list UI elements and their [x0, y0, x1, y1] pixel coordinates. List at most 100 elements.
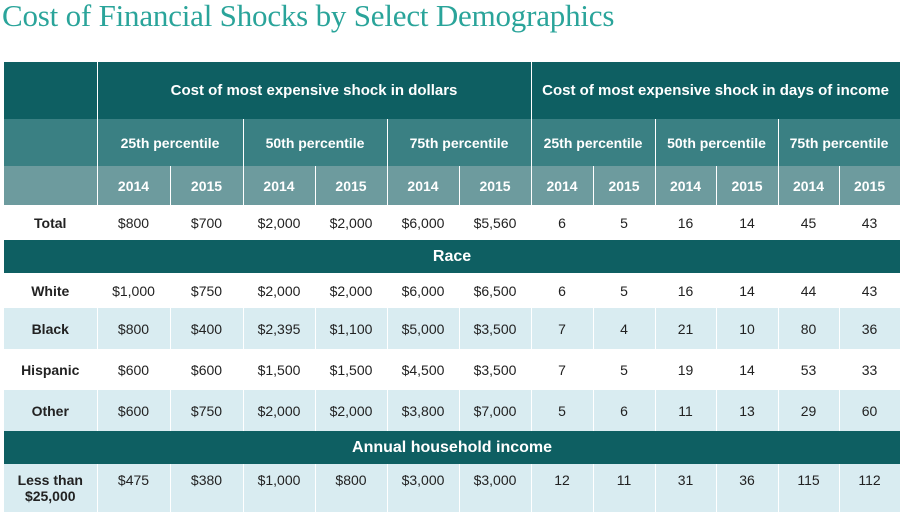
year-header: 2014 — [655, 166, 717, 205]
corner-cell — [4, 166, 98, 205]
table-cell: $800 — [97, 205, 171, 240]
table-cell: $6,000 — [387, 205, 460, 240]
table-cell: $600 — [97, 349, 171, 390]
table-cell: 5 — [531, 390, 594, 431]
table-row: Other $600 $750 $2,000 $2,000 $3,800 $7,000 5 6 1… — [4, 390, 900, 431]
table-cell: $3,000 — [387, 464, 460, 512]
table-cell: 10 — [716, 308, 779, 349]
table-cell: 60 — [839, 390, 900, 431]
table-cell: $600 — [97, 390, 171, 431]
table-cell: $800 — [315, 464, 388, 512]
table-cell: 112 — [839, 464, 900, 512]
section-header-row: Annual household income — [4, 431, 900, 464]
table-cell: $5,000 — [387, 308, 460, 349]
table-cell: $3,800 — [387, 390, 460, 431]
group-header-row: Cost of most expensive shock in dollars … — [4, 62, 900, 119]
table-cell: 33 — [839, 349, 900, 390]
table-row: Hispanic $600 $600 $1,500 $1,500 $4,500 $3,500… — [4, 349, 900, 390]
table-cell: 36 — [839, 308, 900, 349]
year-header: 2015 — [315, 166, 388, 205]
table-cell: 6 — [531, 273, 594, 308]
table-cell: 7 — [531, 349, 594, 390]
table-cell: 5 — [593, 273, 656, 308]
chart-title: Cost of Financial Shocks by Select Demog… — [2, 0, 615, 33]
table-cell: 14 — [716, 205, 779, 240]
year-header: 2014 — [387, 166, 460, 205]
year-header: 2015 — [593, 166, 656, 205]
table-cell: 14 — [716, 273, 779, 308]
table-cell: $1,000 — [97, 273, 171, 308]
table-body: Total $800 $700 $2,000 $2,000 $6,000 $5,560 6 5 1… — [4, 205, 900, 512]
table-cell: 115 — [778, 464, 840, 512]
table-cell: 13 — [716, 390, 779, 431]
row-label: Black — [4, 308, 98, 349]
table-cell: $2,395 — [243, 308, 316, 349]
table-row: Black $800 $400 $2,395 $1,100 $5,000 $3,500 7 4 2… — [4, 308, 900, 349]
row-label: Hispanic — [4, 349, 98, 390]
table-cell: $2,000 — [315, 390, 388, 431]
table-cell: 45 — [778, 205, 840, 240]
table-row: Total $800 $700 $2,000 $2,000 $6,000 $5,560 6 5 1… — [4, 205, 900, 240]
year-header: 2015 — [459, 166, 532, 205]
table-cell: $1,500 — [243, 349, 316, 390]
table-cell: 29 — [778, 390, 840, 431]
table-cell: $1,100 — [315, 308, 388, 349]
table-cell: 21 — [655, 308, 717, 349]
year-header-row: 2014 2015 2014 2015 2014 2015 2014 2015 … — [4, 166, 900, 205]
row-label: Total — [4, 205, 98, 240]
row-label: Other — [4, 390, 98, 431]
row-label: White — [4, 273, 98, 308]
table-cell: 6 — [531, 205, 594, 240]
table-cell: 16 — [655, 273, 717, 308]
table-cell: 31 — [655, 464, 717, 512]
table-cell: 43 — [839, 273, 900, 308]
year-header: 2014 — [531, 166, 594, 205]
table-cell: $750 — [170, 273, 244, 308]
percentile-header: 25th percentile — [531, 119, 656, 166]
year-header: 2015 — [716, 166, 779, 205]
percentile-header-row: 25th percentile 50th percentile 75th per… — [4, 119, 900, 166]
table-cell: $1,500 — [315, 349, 388, 390]
percentile-header: 50th percentile — [243, 119, 388, 166]
table-cell: $475 — [97, 464, 171, 512]
table-cell: 11 — [655, 390, 717, 431]
table-row: White $1,000 $750 $2,000 $2,000 $6,000 $6,500 6… — [4, 273, 900, 308]
percentile-header: 50th percentile — [655, 119, 779, 166]
table-cell: 44 — [778, 273, 840, 308]
corner-cell — [4, 119, 98, 166]
table-cell: 12 — [531, 464, 594, 512]
table-cell: 16 — [655, 205, 717, 240]
table-cell: $2,000 — [243, 273, 316, 308]
table-cell: $2,000 — [315, 205, 388, 240]
table-cell: 5 — [593, 205, 656, 240]
table-cell: $3,500 — [459, 349, 532, 390]
table-cell: $4,500 — [387, 349, 460, 390]
table-cell: $380 — [170, 464, 244, 512]
table-cell: $6,500 — [459, 273, 532, 308]
group-header-dollars: Cost of most expensive shock in dollars — [97, 62, 532, 119]
corner-cell — [4, 62, 98, 119]
table-cell: 19 — [655, 349, 717, 390]
year-header: 2015 — [839, 166, 900, 205]
table-cell: $2,000 — [243, 205, 316, 240]
table-cell: 11 — [593, 464, 656, 512]
year-header: 2014 — [97, 166, 171, 205]
table-cell: $3,500 — [459, 308, 532, 349]
table-cell: $2,000 — [315, 273, 388, 308]
year-header: 2014 — [243, 166, 316, 205]
section-label: Annual household income — [4, 431, 900, 464]
table-cell: $7,000 — [459, 390, 532, 431]
table-cell: 6 — [593, 390, 656, 431]
percentile-header: 75th percentile — [778, 119, 900, 166]
table-cell: $600 — [170, 349, 244, 390]
row-label: Less than $25,000 — [4, 464, 98, 512]
table-cell: $750 — [170, 390, 244, 431]
table-cell: 7 — [531, 308, 594, 349]
table-cell: 14 — [716, 349, 779, 390]
table-cell: 36 — [716, 464, 779, 512]
table-row: Less than $25,000 $475 $380 $1,000 $800 $3,00… — [4, 464, 900, 512]
table-cell: 4 — [593, 308, 656, 349]
year-header: 2014 — [778, 166, 840, 205]
year-header: 2015 — [170, 166, 244, 205]
table-cell: $400 — [170, 308, 244, 349]
